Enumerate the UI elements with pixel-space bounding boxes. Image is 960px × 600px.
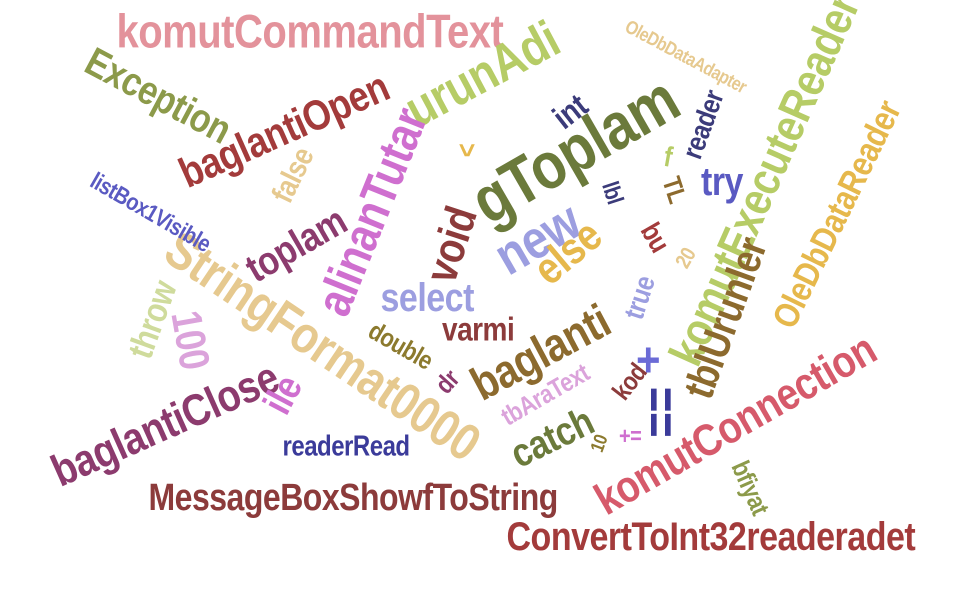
cloud-word: select — [380, 275, 475, 321]
cloud-word: TL — [656, 172, 693, 207]
cloud-word: bfiyat — [725, 456, 776, 520]
cloud-word: komutCommandText — [116, 6, 504, 58]
cloud-word: 100 — [161, 306, 220, 373]
cloud-word: == — [631, 386, 690, 438]
cloud-word: 20 — [670, 243, 700, 273]
cloud-word: lbl — [596, 178, 628, 208]
cloud-word: bu — [633, 217, 676, 258]
cloud-word: varmi — [442, 311, 515, 348]
cloud-word: true — [617, 272, 662, 324]
cloud-word: ConvertToInt32readeradet — [506, 514, 916, 560]
cloud-word: + — [636, 331, 661, 388]
cloud-word: try — [701, 159, 743, 205]
cloud-word: MessageBoxShowfToString — [148, 475, 559, 519]
cloud-word: 10 — [587, 432, 612, 456]
cloud-word: > — [450, 143, 483, 157]
cloud-word: += — [619, 424, 642, 450]
cloud-word: f — [661, 141, 675, 174]
cloud-word: baglantiClose — [43, 353, 286, 497]
cloud-word: readerRead — [282, 430, 411, 463]
